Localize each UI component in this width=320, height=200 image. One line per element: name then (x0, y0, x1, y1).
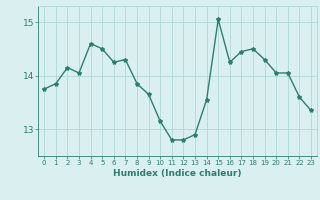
X-axis label: Humidex (Indice chaleur): Humidex (Indice chaleur) (113, 169, 242, 178)
